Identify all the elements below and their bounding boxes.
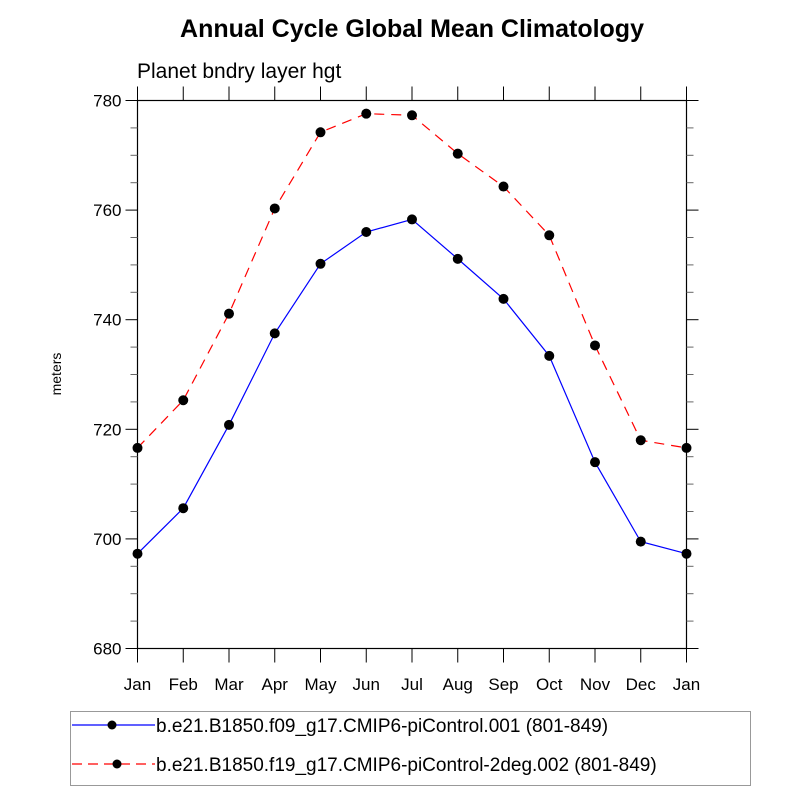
series-1-point-6 xyxy=(407,110,417,121)
series-1-point-10 xyxy=(590,340,600,351)
series-1-point-11 xyxy=(635,435,646,446)
legend-item-1: b.e21.B1850.f19_g17.CMIP6-piControl-2deg… xyxy=(72,755,657,776)
series-1-point-3 xyxy=(269,203,280,214)
x-tick-label: Jan xyxy=(673,675,700,694)
legend-label-0: b.e21.B1850.f09_g17.CMIP6-piControl.001 … xyxy=(156,716,608,737)
series-0-point-5 xyxy=(361,227,372,238)
y-tick-label: 700 xyxy=(93,530,121,549)
x-tick-label: Dec xyxy=(626,675,657,694)
x-tick-label: Mar xyxy=(214,675,244,694)
series-0-point-7 xyxy=(452,253,463,264)
series-1-point-12 xyxy=(681,442,692,453)
legend-marker-0 xyxy=(107,720,117,730)
series-0-point-0 xyxy=(132,548,143,559)
x-tick-label: Jul xyxy=(401,675,423,694)
x-tick-label: Jun xyxy=(353,675,380,694)
x-axis-ticks: Jan Feb Mar Apr May Jun Jul Aug Sep Oct Nov Dec Jan xyxy=(124,86,700,694)
plot-frame xyxy=(136,99,688,650)
series-1-point-0 xyxy=(132,442,143,453)
y-axis-ticks: 680 700 720 740 760 780 xyxy=(93,92,699,659)
y-tick-label: 720 xyxy=(93,420,121,439)
x-tick-label: Aug xyxy=(443,675,473,694)
x-tick-label: Jan xyxy=(124,675,151,694)
series-1-point-8 xyxy=(498,181,509,192)
series-0-point-12 xyxy=(681,548,692,559)
y-tick-label: 740 xyxy=(93,311,121,330)
y-tick-label: 680 xyxy=(93,640,121,659)
x-tick-label: Nov xyxy=(580,675,611,694)
y-tick-label: 780 xyxy=(93,92,121,111)
series-0-point-8 xyxy=(498,293,509,304)
series-1-point-2 xyxy=(224,308,234,319)
series-line-0 xyxy=(137,218,687,555)
series-1-point-4 xyxy=(315,127,326,138)
legend-marker-1 xyxy=(112,759,122,769)
series-0-point-6 xyxy=(407,214,417,225)
series-line-1 xyxy=(137,113,687,449)
series-0-point-11 xyxy=(635,536,646,547)
x-tick-label: Apr xyxy=(262,675,289,694)
series-0-point-3 xyxy=(269,328,280,339)
series-0-point-10 xyxy=(590,457,600,468)
chart-subtitle: Planet bndry layer hgt xyxy=(137,60,341,83)
x-tick-label: Sep xyxy=(488,675,518,694)
x-tick-label: Feb xyxy=(169,675,198,694)
series-0-point-2 xyxy=(224,419,234,430)
y-axis-label: meters xyxy=(48,353,64,396)
x-tick-label: May xyxy=(304,675,337,694)
x-tick-label: Oct xyxy=(536,675,563,694)
series-1-point-5 xyxy=(361,108,372,119)
series-layer xyxy=(132,108,692,559)
legend-box xyxy=(70,711,751,786)
series-0-point-4 xyxy=(315,258,326,269)
series-0-point-9 xyxy=(544,350,555,361)
series-1-point-7 xyxy=(452,148,463,159)
legend: b.e21.B1850.f09_g17.CMIP6-piControl.001 … xyxy=(70,711,751,786)
y-tick-label: 760 xyxy=(93,201,121,220)
series-0-point-1 xyxy=(178,503,189,514)
legend-item-0: b.e21.B1850.f09_g17.CMIP6-piControl.001 … xyxy=(72,716,608,737)
chart-title: Annual Cycle Global Mean Climatology xyxy=(180,15,644,43)
series-1-point-9 xyxy=(544,230,555,241)
legend-label-1: b.e21.B1850.f19_g17.CMIP6-piControl-2deg… xyxy=(156,755,657,776)
series-1-point-1 xyxy=(178,395,189,406)
